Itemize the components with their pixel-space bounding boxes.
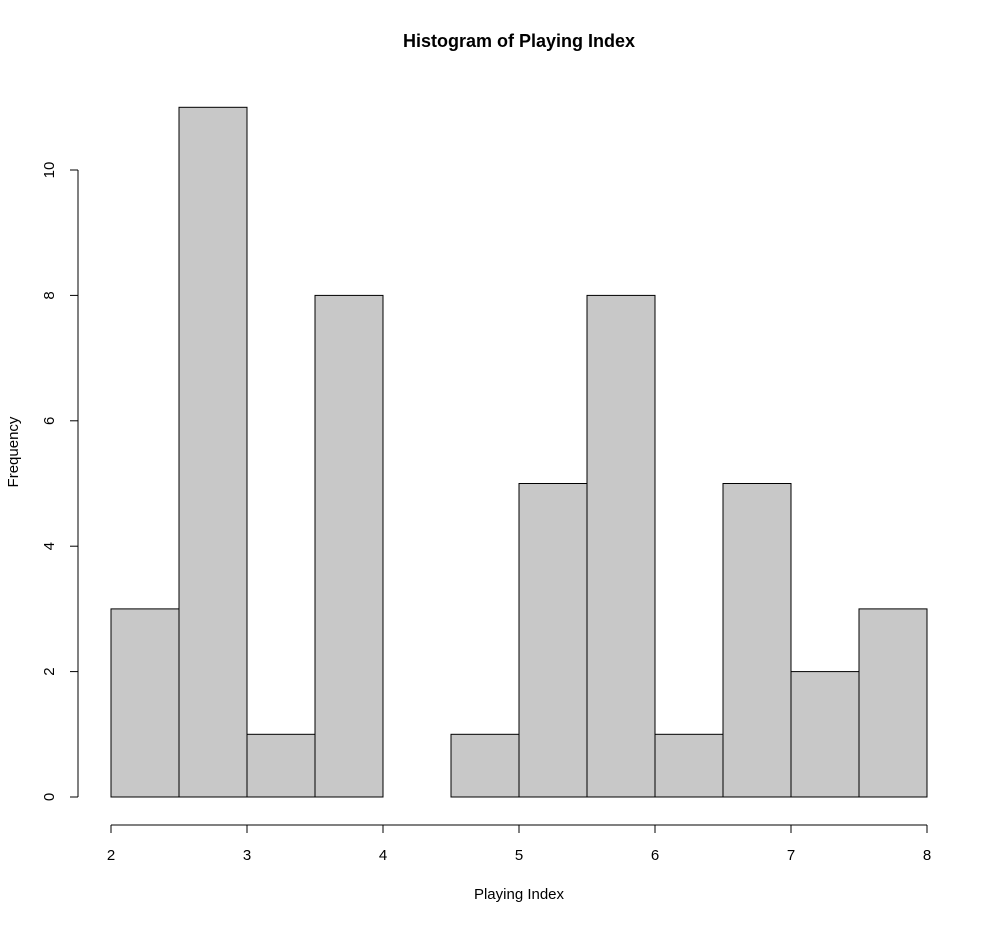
- histogram-bar: [722, 483, 792, 798]
- x-axis-label: Playing Index: [474, 886, 565, 903]
- histogram-bar: [246, 733, 316, 798]
- histogram-bar: [790, 671, 860, 798]
- histogram-bar: [654, 733, 724, 798]
- histogram-bar: [858, 608, 928, 798]
- x-tick-label: 8: [923, 847, 931, 864]
- histogram-bar: [110, 608, 180, 798]
- y-tick-label: 2: [41, 667, 58, 675]
- x-tick-label: 4: [379, 847, 387, 864]
- y-axis-label: Frequency: [5, 416, 22, 487]
- bars-group: [110, 106, 928, 798]
- chart-title: Histogram of Playing Index: [403, 31, 635, 51]
- y-axis: 0 2 4 6 8 10: [41, 162, 79, 801]
- y-tick-label: 6: [41, 417, 58, 425]
- x-tick-label: 5: [515, 847, 523, 864]
- histogram-bar: [178, 106, 248, 798]
- x-tick-label: 3: [243, 847, 251, 864]
- y-tick-label: 4: [41, 542, 58, 550]
- y-tick-label: 10: [41, 162, 58, 179]
- y-tick-label: 0: [41, 793, 58, 801]
- histogram-bar: [586, 294, 656, 798]
- histogram-bar: [314, 294, 384, 798]
- x-tick-label: 6: [651, 847, 659, 864]
- y-tick-label: 8: [41, 291, 58, 299]
- x-axis: 2 3 4 5 6 7 8: [107, 824, 931, 864]
- histogram-bar: [450, 733, 520, 798]
- x-tick-label: 2: [107, 847, 115, 864]
- histogram-bar: [518, 483, 588, 798]
- x-tick-label: 7: [787, 847, 795, 864]
